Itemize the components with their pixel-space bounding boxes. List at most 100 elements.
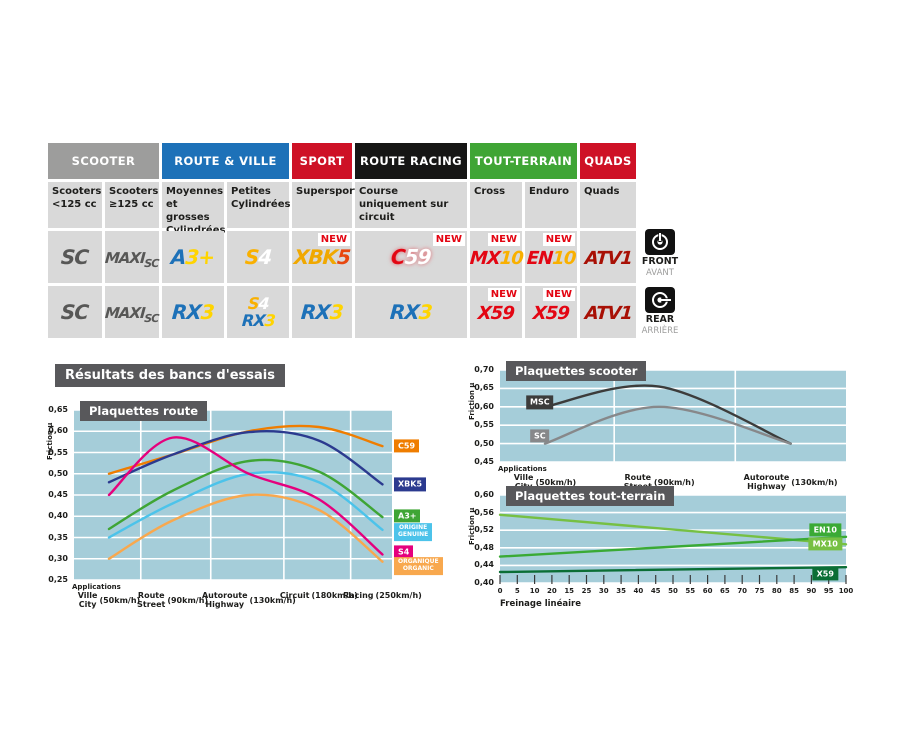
y-tick-label: 0,48 — [474, 542, 494, 552]
product-logo-atv1: ATV1 — [583, 247, 633, 269]
legend-sc: SC — [529, 429, 550, 443]
y-tick-label: 0,25 — [48, 575, 68, 584]
x-tick-label: 0 — [497, 587, 503, 595]
logo-segment: 3 — [418, 300, 433, 324]
logo-segment: MAXI — [104, 303, 146, 322]
logo-segment: ATV1 — [583, 302, 633, 324]
logo-segment: SC — [143, 256, 159, 270]
position-label-fr: AVANT — [646, 268, 674, 278]
cell-front-quads: ATV1 — [580, 231, 636, 283]
logo-segment: 3+ — [185, 245, 216, 269]
plot-area-tout-terrain — [468, 485, 880, 621]
y-axis-label: Friction µ — [468, 507, 476, 545]
x-category-speed: (50km/h) — [535, 477, 577, 487]
y-tick-label: 0,56 — [474, 507, 494, 517]
legend-line: MX10 — [812, 539, 838, 549]
x-tick-label: 10 — [529, 587, 540, 595]
legend-line: A3+ — [398, 511, 417, 521]
product-logo-s4: S4 — [244, 245, 272, 269]
y-tick-label: 0,55 — [474, 420, 494, 430]
cell-rear-quads: ATV1 — [580, 286, 636, 338]
x-tick-label: 55 — [685, 587, 696, 595]
cell-front-moyennes-et-grosses-cylindr-es: A3+ — [162, 231, 224, 283]
x-category-speed: (180km/h) — [311, 591, 358, 600]
x-tick-label: 40 — [633, 587, 644, 595]
product-logo-en10: EN10 — [526, 247, 576, 269]
cell-rear-scooters-125-cc: SC — [48, 286, 102, 338]
chart-title: Plaquettes tout-terrain — [506, 486, 675, 506]
logo-segment: 3 — [329, 300, 344, 324]
new-badge: NEW — [542, 233, 575, 246]
table-group-sport: SPORT — [292, 143, 352, 179]
x-category-speed: (90km/h) — [167, 595, 209, 605]
x-category-circuit: Circuit (180km/h) — [280, 591, 358, 600]
legend-a3: A3+ — [394, 509, 421, 523]
x-tick-label: 50 — [668, 587, 678, 595]
chart-title: Plaquettes route — [80, 401, 208, 421]
position-label-en: FRONT — [641, 256, 679, 267]
x-axis-label: Freinage linéaire — [500, 599, 581, 609]
logo-segment: ATV1 — [583, 247, 633, 269]
rear-brake-icon — [641, 287, 679, 313]
plot-area-route — [46, 396, 458, 625]
product-logo-maxisc: MAXISC — [104, 246, 159, 270]
logo-segment: MX — [468, 247, 501, 269]
x-category-fr: Circuit — [279, 591, 310, 600]
x-tick-label: 15 — [564, 587, 575, 595]
x-tick-label: 100 — [838, 587, 854, 595]
x-category-names: Autoroute Highway — [744, 473, 790, 491]
section-title: Résultats des bancs d'essais — [55, 364, 285, 387]
column-header-cross: Cross — [470, 182, 522, 228]
x-category-fr: Ville — [513, 473, 534, 482]
cell-rear-supersport: RX3 — [292, 286, 352, 338]
x-category-speed: (130km/h) — [791, 477, 838, 487]
y-tick-label: 0,35 — [48, 532, 68, 542]
logo-segment: 5 — [336, 245, 351, 269]
legend-line: SC — [533, 431, 546, 441]
product-logo-maxisc: MAXISC — [104, 301, 159, 325]
legend-line: ORIGINE — [399, 524, 428, 532]
x-tick-label: 90 — [806, 587, 817, 595]
legend-line: C59 — [398, 441, 416, 451]
x-tick-label: 70 — [737, 587, 748, 595]
logo-segment: 59 — [404, 245, 432, 269]
y-tick-label: 0,52 — [474, 525, 494, 535]
logo-segment: SC — [143, 311, 159, 325]
position-label-rear: REAR ARRIÈRE — [641, 287, 679, 336]
product-logo-rx3: RX3 — [241, 311, 275, 330]
cell-front-supersport: NEW XBK5 — [292, 231, 352, 283]
y-tick-label: 0,40 — [474, 578, 494, 587]
cell-front-enduro: NEW EN10 — [525, 231, 577, 283]
x-category-fr: Route — [137, 591, 165, 600]
cell-front-cross: NEW MX10 — [468, 231, 524, 283]
cell-rear-moyennes-et-grosses-cylindr-es: RX3 — [162, 286, 224, 338]
new-badge: NEW — [317, 233, 350, 246]
logo-segment: SC — [60, 245, 90, 269]
logo-segment: 4 — [257, 293, 270, 313]
y-tick-label: 0,65 — [474, 383, 494, 393]
y-axis-label: Friction µ — [468, 382, 476, 420]
logo-segment: 10 — [498, 247, 524, 269]
legend-line: ORGANIC — [402, 565, 434, 573]
chart-plaquettes-scooter: Friction µ 0,70 0,65 0,60 0,55 0,50 0,45 Plaque… — [468, 360, 880, 491]
logo-segment: RX — [300, 300, 331, 324]
y-tick-label: 0,45 — [48, 490, 68, 499]
legend-line: XBK5 — [398, 479, 423, 489]
legend-c59: C59 — [394, 439, 420, 453]
y-tick-label: 0,60 — [48, 426, 68, 436]
table-group-quads: QUADS — [580, 143, 636, 179]
cell-rear-course-uniquement-sur-circuit: RX3 — [355, 286, 467, 338]
legend-x59: X59 — [812, 567, 838, 581]
y-tick-label: 0,50 — [474, 438, 494, 448]
product-logo-rx3: RX3 — [300, 300, 344, 324]
chart-title: Plaquettes scooter — [506, 361, 647, 381]
x-category-en: Highway — [747, 482, 786, 492]
column-header-scooters-125-cc: Scooters ≥125 cc — [105, 182, 159, 228]
table-group-tout-terrain: TOUT-TERRAIN — [470, 143, 577, 179]
x-category-fr: Ville — [77, 591, 98, 600]
plot-area-scooter — [468, 360, 880, 492]
y-tick-label: 0,55 — [48, 447, 68, 457]
legend-line: ORGANIQUE — [398, 558, 439, 566]
